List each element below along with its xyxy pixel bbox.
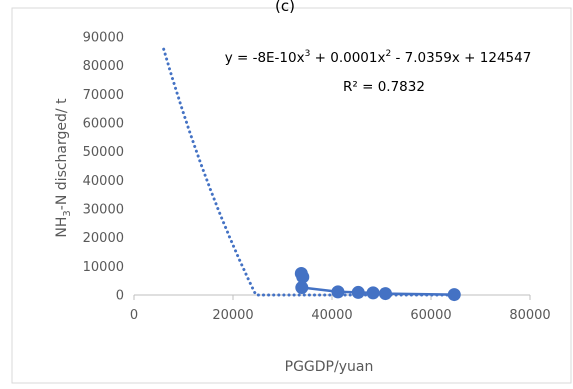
x-tick-label: 60000 <box>410 308 451 323</box>
data-point <box>351 285 365 299</box>
trendline-equation: y = -8E-10x3 + 0.0001x2 - 7.0359x + 1245… <box>225 49 532 66</box>
x-axis-title: PGGDP/yuan <box>285 359 374 375</box>
x-tick-label: 0 <box>130 308 138 323</box>
data-point <box>331 285 345 299</box>
data-point <box>447 288 461 302</box>
data-point <box>366 286 380 300</box>
y-tick-label: 80000 <box>83 59 124 74</box>
equation-part-3: - 7.0359x + 124547 <box>391 50 531 66</box>
x-tick-label: 20000 <box>212 308 253 323</box>
x-tick-label: 80000 <box>509 308 550 323</box>
y-tick-label: 30000 <box>83 203 124 218</box>
y-tick-label: 20000 <box>83 231 124 246</box>
x-tick-label: 40000 <box>311 308 352 323</box>
x-axis-ticks: 0 20000 40000 60000 80000 <box>130 295 551 323</box>
y-tick-label: 0 <box>116 289 124 304</box>
y-axis-ticks: 0 10000 20000 30000 40000 50000 60000 70000 8000… <box>83 31 124 304</box>
y-axis-title-rest: -N discharged/ t <box>54 98 70 210</box>
chart-border <box>11 7 572 384</box>
equation-sup-2: 2 <box>385 49 391 59</box>
y-axis-title-sub: 3 <box>62 210 73 216</box>
y-axis-title: NH3-N discharged/ t <box>54 98 73 238</box>
data-point <box>296 270 310 284</box>
equation-part-1: y = -8E-10x <box>225 50 305 66</box>
y-tick-label: 70000 <box>83 88 124 103</box>
y-axis-title-main: NH <box>54 217 70 238</box>
y-tick-label: 40000 <box>83 174 124 189</box>
data-points <box>294 267 461 302</box>
equation-part-2: + 0.0001x <box>310 50 385 66</box>
y-tick-label: 50000 <box>83 145 124 160</box>
equation-sup-3: 3 <box>305 49 311 59</box>
y-tick-label: 60000 <box>83 117 124 132</box>
data-point <box>378 287 392 301</box>
data-point <box>295 281 309 295</box>
y-tick-label: 10000 <box>83 260 124 275</box>
r-squared-label: R² = 0.7832 <box>343 79 425 95</box>
y-tick-label: 90000 <box>83 31 124 46</box>
panel-label: (c) <box>275 0 295 15</box>
